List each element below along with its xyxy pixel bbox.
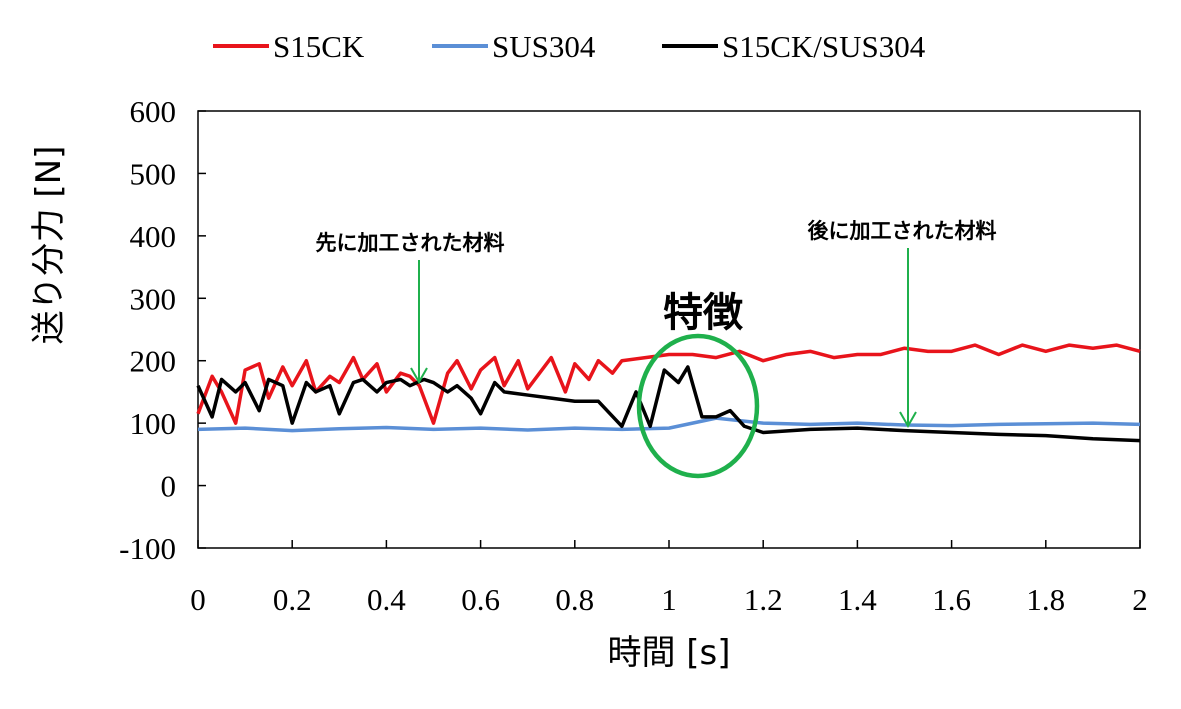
y-tick-label: 500 <box>130 156 177 191</box>
x-tick-label: 0.4 <box>367 582 406 617</box>
x-tick-label: 1.8 <box>1026 582 1065 617</box>
series-line-SUS304 <box>197 416 1141 433</box>
legend-label: S15CK <box>273 29 365 64</box>
y-tick-label: 200 <box>130 344 177 379</box>
legend-label: SUS304 <box>492 29 596 64</box>
x-tick-label: 0.6 <box>461 582 500 617</box>
legend: S15CK SUS304 S15CK/SUS304 <box>213 29 926 64</box>
x-tick-label: 1 <box>661 582 677 617</box>
feature-circle <box>636 333 760 479</box>
x-tick-label: 2 <box>1132 582 1148 617</box>
x-tick-label: 1.2 <box>744 582 783 617</box>
x-tick-label: 0 <box>190 582 206 617</box>
y-tick-label: -100 <box>119 531 176 566</box>
x-axis-label: 時間 [s] <box>607 633 730 673</box>
x-tick-label: 1.4 <box>838 582 877 617</box>
annotation-later-material: 後に加工された材料 <box>808 219 997 243</box>
arrow-head-icon <box>410 367 428 385</box>
y-axis-label: 送り分力 [N] <box>29 146 69 345</box>
y-tick-label: 300 <box>130 281 177 316</box>
series-line-S15CK <box>196 343 1141 425</box>
legend-label: S15CK/SUS304 <box>722 29 926 64</box>
y-tick-label: 600 <box>130 94 177 129</box>
annotation-first-material: 先に加工された材料 <box>316 231 505 255</box>
y-tick-label: 400 <box>130 219 177 254</box>
x-tick-label: 1.6 <box>932 582 971 617</box>
x-tick-label: 0.2 <box>273 582 312 617</box>
x-tick-label: 0.8 <box>555 582 594 617</box>
series-line-S15CK-SUS304 <box>196 365 1141 443</box>
annotation-feature: 特徴 <box>663 290 744 336</box>
y-tick-label: 0 <box>161 469 177 504</box>
arrow-head-icon <box>899 411 917 429</box>
y-tick-label: 100 <box>130 406 177 441</box>
